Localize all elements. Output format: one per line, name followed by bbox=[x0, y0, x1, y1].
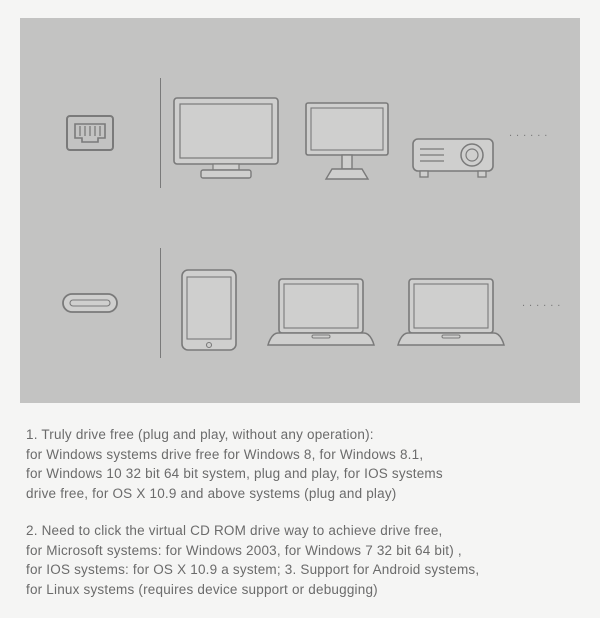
more-devices-ellipsis: ...... bbox=[509, 127, 551, 139]
diagram-row-wired: ...... bbox=[20, 63, 580, 203]
paragraph-2: 2. Need to click the virtual CD ROM driv… bbox=[26, 521, 574, 599]
laptop-icon bbox=[386, 253, 516, 353]
desktop-monitor-icon bbox=[291, 83, 403, 183]
compatibility-text: 1. Truly drive free (plug and play, with… bbox=[0, 403, 600, 600]
paragraph-1: 1. Truly drive free (plug and play, with… bbox=[26, 425, 574, 503]
more-devices-ellipsis: ...... bbox=[522, 297, 564, 309]
diagram-row-wireless: ...... bbox=[20, 233, 580, 373]
laptop-icon bbox=[256, 253, 386, 353]
projector-icon bbox=[403, 83, 503, 183]
diagram-panel: ...... bbox=[20, 18, 580, 403]
ethernet-port-icon bbox=[20, 114, 160, 152]
tv-monitor-icon bbox=[161, 83, 291, 183]
tablet-icon bbox=[161, 253, 256, 353]
usb-c-pill-icon bbox=[20, 291, 160, 315]
